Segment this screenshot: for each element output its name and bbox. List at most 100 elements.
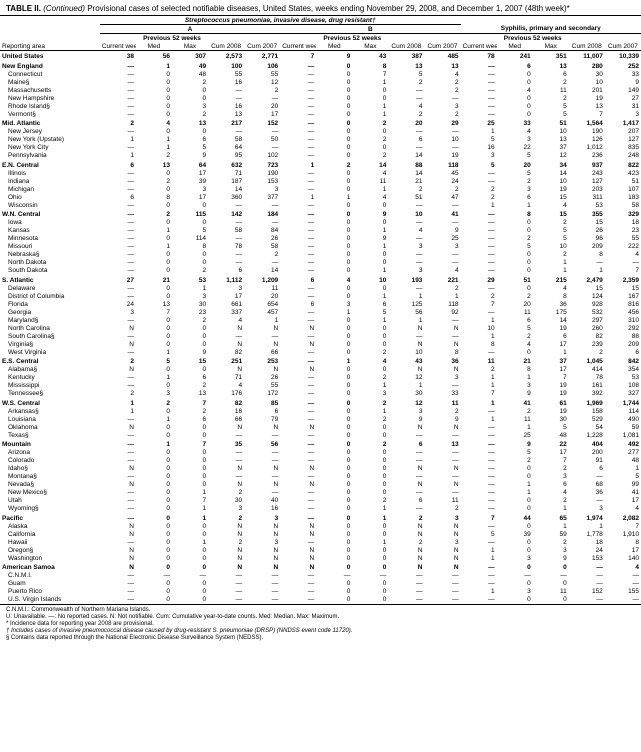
value-cell: 44	[497, 513, 533, 523]
value-cell: 23	[605, 227, 641, 235]
value-cell: —	[461, 227, 497, 235]
value-cell: 5	[388, 70, 424, 78]
value-cell: 1	[461, 415, 497, 423]
value-cell: —	[280, 449, 316, 457]
data-row: Nevada§N00NNN00NN—166899	[0, 481, 641, 489]
value-cell: 6	[497, 316, 533, 324]
value-cell: 152	[569, 588, 605, 596]
value-cell: N	[388, 465, 424, 473]
value-cell: 0	[497, 522, 533, 530]
value-cell: —	[208, 201, 244, 209]
value-cell: 95	[208, 152, 244, 160]
value-cell: —	[461, 449, 497, 457]
value-cell: 3	[424, 513, 460, 523]
value-cell: 6	[388, 497, 424, 505]
value-cell: 172	[244, 390, 280, 398]
data-row: Georgia3723337457—155692—11175532456	[0, 308, 641, 316]
value-cell: —	[208, 580, 244, 588]
value-cell: 2	[352, 398, 388, 408]
value-cell: 1,228	[569, 431, 605, 439]
value-cell: 0	[316, 348, 352, 356]
value-cell: 30	[569, 70, 605, 78]
value-cell: 13	[424, 61, 460, 71]
data-row: Florida24133066165463612511872036928816	[0, 300, 641, 308]
area-cell: New Jersey	[0, 128, 100, 136]
value-cell: 53	[605, 374, 641, 382]
area-cell: W.S. Central	[0, 398, 100, 408]
value-cell: 1	[569, 522, 605, 530]
value-cell: —	[100, 86, 136, 94]
value-cell: 1	[461, 546, 497, 554]
col-c08-c: Cum 2008	[569, 42, 605, 51]
value-cell: —	[280, 61, 316, 71]
value-cell: 221	[424, 275, 460, 285]
col-cw-a: Current week	[100, 42, 136, 51]
value-cell: N	[244, 366, 280, 374]
value-cell: 0	[316, 522, 352, 530]
value-cell: —	[280, 177, 316, 185]
section-header-row: Pacific—0123—0123744651,9742,082	[0, 513, 641, 523]
value-cell: 2	[424, 78, 460, 86]
value-cell: 48	[605, 457, 641, 465]
value-cell: 118	[424, 160, 460, 170]
value-cell: —	[388, 284, 424, 292]
value-cell: 0	[136, 110, 172, 118]
area-cell: Arizona	[0, 449, 100, 457]
area-cell: Alaska	[0, 522, 100, 530]
value-cell: 41	[605, 489, 641, 497]
value-cell: —	[605, 572, 641, 580]
value-cell: 277	[605, 449, 641, 457]
value-cell: 1	[461, 128, 497, 136]
value-cell: —	[461, 86, 497, 94]
value-cell: 184	[244, 209, 280, 219]
value-cell: 64	[208, 144, 244, 152]
area-cell: Wisconsin	[0, 201, 100, 209]
value-cell: —	[461, 431, 497, 439]
value-cell: 0	[316, 78, 352, 86]
value-cell: 0	[316, 292, 352, 300]
value-cell: 1	[352, 110, 388, 118]
prev52-b: Previous 52 weeks	[316, 34, 388, 43]
value-cell: —	[461, 457, 497, 465]
value-cell: 0	[172, 259, 208, 267]
value-cell: 36	[569, 489, 605, 497]
value-cell: —	[605, 259, 641, 267]
value-cell: —	[461, 505, 497, 513]
col-c07-b: Cum 2007	[424, 42, 460, 51]
area-cell: Mississippi	[0, 382, 100, 390]
value-cell: 0	[172, 596, 208, 604]
area-cell: Illinois	[0, 169, 100, 177]
value-cell: 355	[569, 209, 605, 219]
value-cell: 3	[605, 110, 641, 118]
value-cell: 10	[533, 177, 569, 185]
value-cell: 1,564	[569, 118, 605, 128]
data-row: Illinois—01771190—041445—514243423	[0, 169, 641, 177]
value-cell: 2	[424, 505, 460, 513]
value-cell: —	[424, 449, 460, 457]
value-cell: 14	[208, 185, 244, 193]
value-cell: 20	[497, 300, 533, 308]
value-cell: 0	[497, 596, 533, 604]
value-cell: —	[605, 580, 641, 588]
value-cell: 1,778	[569, 530, 605, 538]
area-cell: Tennessee§	[0, 390, 100, 398]
value-cell: 0	[136, 78, 172, 86]
value-cell: 0	[172, 580, 208, 588]
value-cell: N	[100, 324, 136, 332]
value-cell: 11	[424, 398, 460, 408]
value-cell: 2,082	[605, 513, 641, 523]
value-cell: 351	[533, 51, 569, 61]
value-cell: 928	[569, 300, 605, 308]
value-cell: 8	[533, 292, 569, 300]
data-row: Texas§—00———00———25481,2281,081	[0, 431, 641, 439]
value-cell: 0	[352, 86, 388, 94]
value-cell: 7	[461, 300, 497, 308]
value-cell: 0	[172, 530, 208, 538]
value-cell: 2	[388, 110, 424, 118]
value-cell: 26	[244, 374, 280, 382]
value-cell: 1	[461, 382, 497, 390]
value-cell: —	[461, 243, 497, 251]
value-cell: N	[244, 340, 280, 348]
footnote-line: C.N.M.I.: Commonwealth of Northern Maria…	[6, 607, 635, 614]
area-cell: Delaware	[0, 284, 100, 292]
